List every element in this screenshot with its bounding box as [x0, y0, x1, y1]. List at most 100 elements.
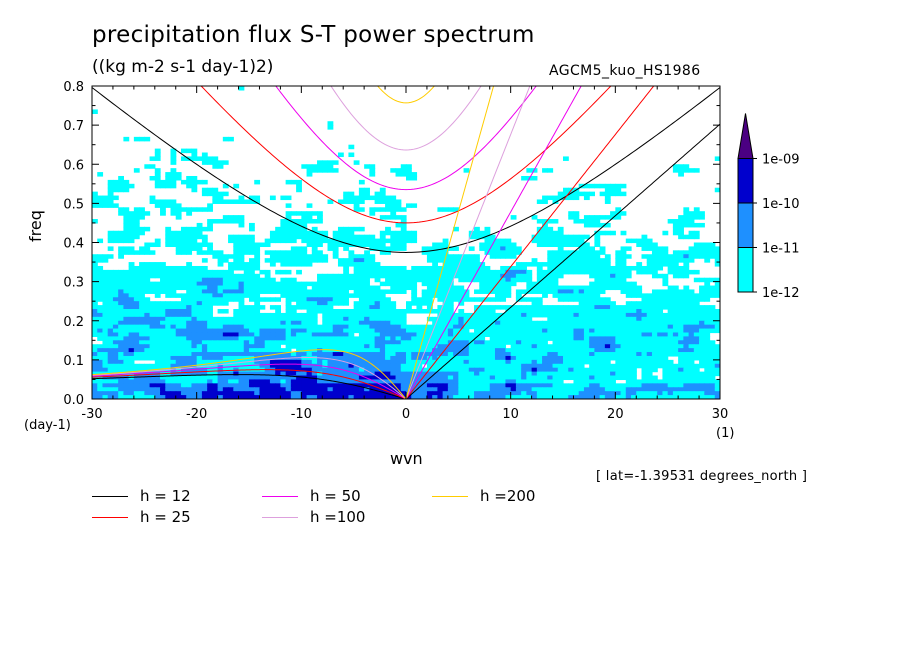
- power-cell: [165, 312, 172, 318]
- power-cell: [631, 371, 637, 377]
- power-cell: [343, 195, 350, 201]
- power-cell: [385, 328, 391, 334]
- power-cell: [254, 316, 261, 322]
- power-cell: [112, 289, 119, 294]
- power-cell: [474, 297, 480, 302]
- power-cell: [133, 222, 140, 228]
- power-cell: [118, 340, 124, 345]
- power-cell: [557, 348, 564, 353]
- power-cell: [479, 336, 486, 341]
- power-cell: [180, 316, 187, 322]
- power-cell: [400, 246, 407, 251]
- power-cell: [160, 355, 166, 361]
- power-cell: [542, 199, 548, 204]
- power-cell: [296, 281, 302, 287]
- power-cell: [238, 371, 245, 377]
- power-cell: [228, 332, 234, 337]
- power-cell: [468, 383, 475, 388]
- power-cell: [390, 269, 397, 275]
- power-cell: [709, 250, 716, 255]
- power-cell: [191, 277, 198, 283]
- power-cell: [521, 383, 527, 388]
- power-cell: [175, 246, 182, 251]
- power-cell: [542, 168, 548, 173]
- power-cell: [196, 340, 203, 345]
- power-cell: [128, 355, 135, 361]
- power-cell: [620, 191, 627, 197]
- power-cell: [625, 289, 632, 294]
- power-cell: [432, 273, 438, 279]
- power-cell: [557, 242, 564, 248]
- power-cell: [243, 340, 250, 345]
- power-cell: [118, 273, 124, 279]
- power-cell: [306, 203, 313, 208]
- power-cell: [651, 328, 658, 334]
- power-cell: [201, 269, 208, 275]
- power-cell: [510, 336, 517, 341]
- power-cell: [447, 269, 454, 275]
- power-cell: [432, 265, 438, 271]
- power-cell: [144, 305, 151, 310]
- power-cell: [678, 352, 684, 357]
- power-cell: [547, 262, 554, 267]
- power-cell: [563, 297, 569, 302]
- power-cell: [180, 355, 187, 361]
- power-cell: [610, 191, 616, 197]
- power-cell: [515, 395, 522, 399]
- power-cell: [322, 168, 329, 173]
- power-cell: [348, 254, 355, 259]
- power-cell: [678, 164, 684, 169]
- power-cell: [688, 215, 695, 220]
- power-cell: [385, 355, 391, 361]
- power-cell: [374, 352, 381, 357]
- power-cell: [228, 215, 234, 220]
- power-cell: [332, 242, 339, 248]
- power-cell: [332, 238, 339, 244]
- power-cell: [604, 367, 611, 373]
- power-cell: [678, 250, 684, 255]
- power-cell: [672, 269, 679, 275]
- power-cell: [139, 352, 145, 357]
- power-cell: [573, 219, 580, 224]
- power-cell: [599, 297, 606, 302]
- power-cell: [636, 301, 643, 306]
- power-cell: [568, 336, 575, 341]
- power-cell: [714, 363, 720, 369]
- power-cell: [196, 297, 203, 302]
- power-cell: [160, 207, 166, 212]
- power-cell: [296, 391, 302, 396]
- power-cell: [657, 289, 664, 294]
- power-cell: [494, 355, 501, 361]
- power-cell: [212, 273, 219, 279]
- power-cell: [92, 265, 98, 271]
- power-cell: [500, 344, 507, 349]
- power-cell: [672, 348, 679, 353]
- power-cell: [709, 371, 716, 377]
- power-cell: [154, 316, 161, 322]
- power-cell: [306, 238, 313, 244]
- power-cell: [385, 195, 391, 201]
- power-cell: [207, 359, 213, 365]
- power-cell: [489, 348, 496, 353]
- power-cell: [285, 344, 292, 349]
- power-cell: [515, 348, 522, 353]
- power-cell: [568, 324, 575, 330]
- power-cell: [238, 332, 245, 337]
- power-cell: [500, 246, 507, 251]
- power-cell: [651, 246, 658, 251]
- power-cell: [699, 379, 705, 384]
- rossby-wave-curve: [92, 363, 407, 399]
- power-cell: [667, 265, 674, 271]
- power-cell: [542, 320, 548, 326]
- power-cell: [636, 305, 643, 310]
- power-cell: [337, 328, 344, 334]
- power-cell: [275, 336, 281, 341]
- power-cell: [406, 277, 412, 283]
- power-cell: [683, 336, 690, 341]
- power-cell: [275, 316, 281, 322]
- power-cell: [280, 250, 287, 255]
- power-cell: [704, 340, 711, 345]
- power-cell: [500, 316, 507, 322]
- power-cell: [563, 367, 569, 373]
- power-cell: [238, 262, 245, 267]
